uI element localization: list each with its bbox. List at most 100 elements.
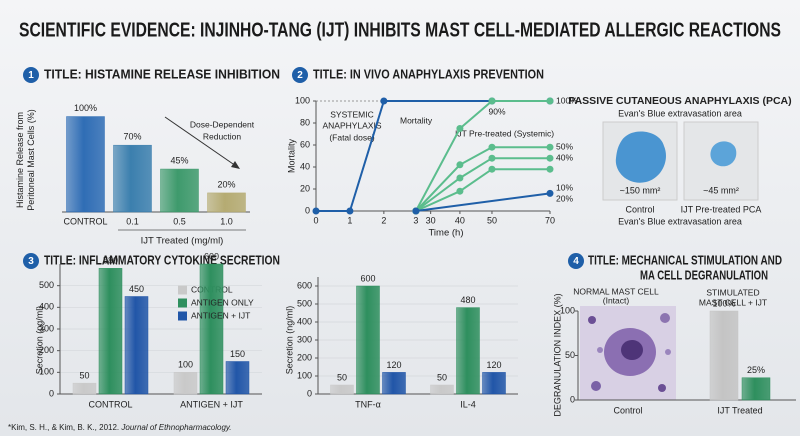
value-label: 480 — [460, 295, 475, 305]
footnote-journal: Journal of Ethnopharmacology. — [120, 423, 231, 432]
value-label: 100% — [712, 298, 735, 308]
bar — [113, 144, 152, 213]
x-tick-label: 1.0 — [220, 216, 233, 226]
bar — [72, 382, 97, 395]
bar — [741, 377, 771, 401]
data-point — [546, 165, 554, 173]
bar — [173, 372, 198, 395]
y-tick-label: 100 — [560, 305, 575, 315]
series-line — [415, 100, 550, 212]
y-tick-label: 80 — [300, 117, 310, 127]
panel-number: 1 — [28, 70, 34, 81]
value-label: 25% — [747, 365, 765, 375]
y-tick-label: 60 — [300, 139, 310, 149]
photo-caption: IJT Pre-treated PCA — [681, 204, 762, 214]
data-point — [380, 97, 388, 105]
x-tick-label: 50 — [487, 215, 497, 225]
photo-caption: Control — [625, 204, 654, 214]
series-line — [415, 168, 550, 212]
y-axis-label: Histamine Release from — [15, 112, 25, 208]
legend-label: ANTIGEN ONLY — [191, 297, 254, 307]
data-point — [488, 143, 496, 151]
series-line — [415, 157, 550, 212]
pca-subtitle: Evan's Blue extravasation area — [618, 108, 742, 118]
x-tick-label: 0 — [313, 215, 318, 225]
micrograph — [580, 306, 676, 400]
value-label: 50 — [437, 372, 447, 382]
value-label: 100 — [178, 360, 193, 370]
dye-spot — [615, 131, 666, 183]
data-point — [546, 143, 554, 151]
pca-title: PASSIVE CUTANEOUS ANAPHYLAXIS (PCA) — [568, 95, 791, 107]
y-axis-label: Mortality — [286, 139, 296, 174]
x-tick-label: 3 — [413, 215, 418, 225]
footnote: *Kim, S. H., & Kim, B. K., 2012. Journal… — [8, 423, 232, 432]
bar — [430, 384, 454, 395]
area-label: ~150 mm² — [620, 185, 661, 195]
y-tick-label: 100 — [39, 367, 54, 377]
pca-footer: Evan's Blue extravasation area — [618, 216, 742, 226]
y-tick-label: 0 — [570, 394, 575, 404]
y-tick-label: 100 — [295, 95, 310, 105]
x-tick-label: 1 — [347, 215, 352, 225]
x-tick-label: IL-4 — [460, 399, 476, 409]
y-tick-label: 500 — [39, 280, 54, 290]
x-tick-label: ANTIGEN + IJT — [180, 399, 243, 409]
data-point — [346, 207, 354, 215]
y-tick-label: 100 — [297, 370, 312, 380]
annotation: SYSTEMIC — [330, 109, 373, 119]
annotation: Dose-Dependent — [190, 119, 255, 129]
bar — [382, 372, 406, 395]
y-tick-label: 300 — [297, 334, 312, 344]
bar — [709, 310, 739, 401]
x-tick-label: Control — [613, 405, 642, 415]
annotation: Mortality — [400, 115, 433, 125]
arrow-head — [231, 161, 240, 169]
y-tick-label: 20 — [300, 183, 310, 193]
y-axis-label: Secretion (pg/ml) — [34, 306, 44, 375]
value-label: 70% — [123, 132, 141, 142]
legend-swatch — [178, 298, 187, 308]
data-point — [488, 97, 496, 105]
annotation: 100% — [556, 95, 578, 105]
annotation: 20% — [556, 193, 573, 203]
y-tick-label: 600 — [297, 280, 312, 290]
y-tick-label: 0 — [305, 205, 310, 215]
y-axis-label: Secretion (ng/ml) — [284, 306, 294, 375]
granule — [588, 316, 596, 324]
bar — [207, 192, 246, 213]
data-point — [456, 161, 464, 169]
value-label: 450 — [129, 284, 144, 294]
panel-number: 4 — [573, 256, 579, 267]
legend-label: ANTIGEN + IJT — [191, 310, 250, 320]
value-label: 120 — [386, 360, 401, 370]
x-tick-label: 2 — [381, 215, 386, 225]
y-tick-label: 50 — [565, 350, 575, 360]
y-tick-label: 400 — [39, 302, 54, 312]
granule — [591, 381, 601, 391]
bar — [225, 361, 250, 395]
value-label: 100% — [74, 103, 97, 113]
value-label: 580 — [103, 256, 118, 266]
series-line — [415, 192, 551, 212]
y-tick-label: 200 — [39, 345, 54, 355]
annotation: Reduction — [203, 131, 242, 141]
annotation: MAST CELL + IJT — [699, 297, 767, 307]
annotation: ANAPHYLAXIS — [322, 120, 381, 130]
annotation: 90% — [488, 106, 505, 116]
data-point — [412, 207, 420, 215]
value-label: 120 — [486, 360, 501, 370]
x-tick-label: TNF-α — [355, 399, 381, 409]
legend-swatch — [178, 311, 187, 321]
y-tick-label: 40 — [300, 161, 310, 171]
value-label: 20% — [217, 179, 235, 189]
panel-title: TITLE: MECHANICAL STIMULATION AND — [588, 252, 782, 267]
bar — [160, 168, 199, 213]
y-tick-label: 200 — [297, 352, 312, 362]
bar — [124, 296, 149, 395]
x-tick-label: 40 — [455, 215, 465, 225]
panel-number: 3 — [28, 256, 34, 267]
x-axis-label: Time (h) — [428, 228, 463, 239]
value-label: 600 — [204, 251, 219, 261]
panel-badge — [23, 253, 39, 269]
